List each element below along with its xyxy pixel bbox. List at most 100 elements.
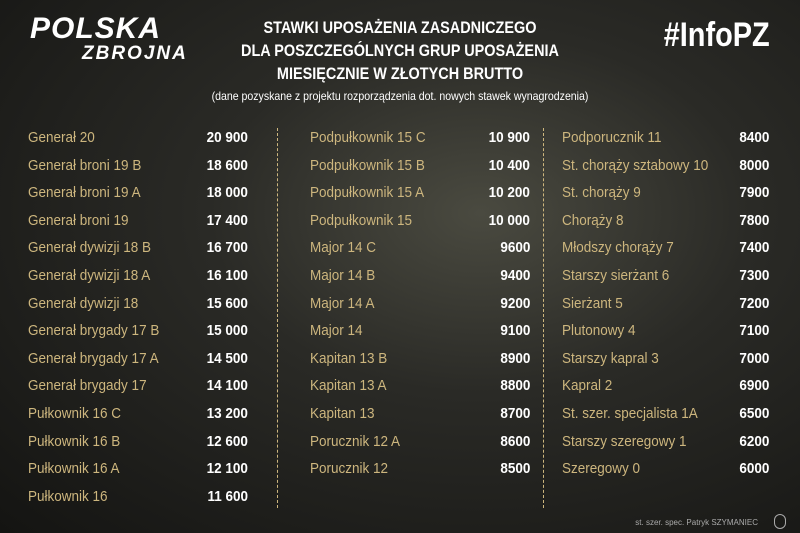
divider bbox=[277, 128, 278, 508]
subtitle: (dane pozyskane z projektu rozporządzeni… bbox=[211, 89, 589, 103]
title-line: MIESIĘCZNIE W ZŁOTYCH BRUTTO bbox=[276, 64, 524, 83]
logo-line1: POLSKA bbox=[30, 12, 162, 45]
rank-name: Major 14 bbox=[310, 322, 363, 340]
hashtag: #InfoPZ bbox=[664, 16, 770, 54]
rank-name: Sierżant 5 bbox=[562, 294, 623, 312]
rank-name: Plutonowy 4 bbox=[562, 322, 636, 340]
rank-column-3: Podporucznik 11 8400 St. chorąży sztabowy … bbox=[562, 124, 769, 483]
polska-zbrojna-logo: POLSKA ZBROJNA bbox=[30, 12, 188, 64]
table-row: Generał broni 19 A 18 000 bbox=[28, 179, 248, 207]
salary-value: 15 600 bbox=[206, 294, 248, 312]
table-row: Podporucznik 11 8400 bbox=[562, 124, 769, 152]
table-row: Kapitan 13 A 8800 bbox=[310, 372, 530, 400]
emblem-icon bbox=[774, 514, 786, 529]
table-row: Podpułkownik 15 C 10 900 bbox=[310, 124, 530, 152]
table-row: Podpułkownik 15 B 10 400 bbox=[310, 152, 530, 180]
table-row: Major 14 9100 bbox=[310, 317, 530, 345]
rank-name: St. chorąży 9 bbox=[562, 184, 641, 202]
salary-value: 18 000 bbox=[206, 184, 248, 202]
rank-name: Podpułkownik 15 bbox=[310, 211, 413, 229]
table-row: Porucznik 12 8500 bbox=[310, 455, 530, 483]
rank-name: Porucznik 12 A bbox=[310, 432, 401, 450]
salary-value: 13 200 bbox=[206, 404, 248, 422]
salary-value: 10 400 bbox=[488, 156, 530, 174]
rank-name: Major 14 A bbox=[310, 294, 375, 312]
rank-name: Podpułkownik 15 B bbox=[310, 156, 425, 174]
table-row: St. chorąży sztabowy 10 8000 bbox=[562, 152, 769, 180]
rank-column-1: Generał 20 20 900 Generał broni 19 B 18 600… bbox=[28, 124, 248, 510]
salary-value: 10 000 bbox=[488, 211, 530, 229]
table-row: Pułkownik 16 B 12 600 bbox=[28, 428, 248, 456]
rank-name: Generał dywizji 18 bbox=[28, 294, 139, 312]
page-title: STAWKI UPOSAŻENIA ZASADNICZEGO DLA POSZC… bbox=[180, 16, 620, 85]
salary-value: 10 900 bbox=[488, 129, 530, 146]
rank-name: Generał broni 19 A bbox=[28, 184, 141, 202]
table-row: St. chorąży 9 7900 bbox=[562, 179, 769, 207]
rank-name: Kapral 2 bbox=[562, 377, 613, 395]
rank-name: St. szer. specjalista 1A bbox=[562, 404, 698, 422]
photo-credit: st. szer. spec. Patryk SZYMANIEC bbox=[635, 518, 758, 527]
table-row: Kapitan 13 B 8900 bbox=[310, 345, 530, 373]
table-row: Starszy szeregowy 1 6200 bbox=[562, 428, 769, 456]
salary-value: 6500 bbox=[738, 404, 769, 422]
salary-value: 7300 bbox=[738, 266, 769, 284]
table-row: Generał dywizji 18 15 600 bbox=[28, 290, 248, 318]
rank-name: Generał 20 bbox=[28, 129, 95, 146]
table-row: Generał 20 20 900 bbox=[28, 124, 248, 152]
salary-value: 8000 bbox=[738, 156, 769, 174]
table-row: Kapral 2 6900 bbox=[562, 372, 769, 400]
salary-value: 11 600 bbox=[207, 487, 248, 505]
table-row: Pułkownik 16 C 13 200 bbox=[28, 400, 248, 428]
table-row: Generał broni 19 B 18 600 bbox=[28, 152, 248, 180]
salary-value: 7400 bbox=[738, 239, 769, 257]
logo-line2: ZBROJNA bbox=[82, 43, 188, 64]
rank-name: Major 14 C bbox=[310, 239, 377, 257]
salary-value: 20 900 bbox=[206, 129, 248, 146]
rank-name: Pułkownik 16 bbox=[28, 487, 108, 505]
salary-value: 8500 bbox=[499, 460, 530, 478]
rank-name: Starszy szeregowy 1 bbox=[562, 432, 687, 450]
salary-value: 15 000 bbox=[206, 322, 248, 340]
salary-value: 16 100 bbox=[206, 266, 248, 284]
salary-value: 14 500 bbox=[206, 349, 248, 367]
rank-name: Pułkownik 16 B bbox=[28, 432, 121, 450]
salary-value: 9600 bbox=[499, 239, 530, 257]
salary-value: 8900 bbox=[499, 349, 530, 367]
salary-value: 9100 bbox=[499, 322, 530, 340]
rank-name: Porucznik 12 bbox=[310, 460, 389, 478]
table-row: Pułkownik 16 A 12 100 bbox=[28, 455, 248, 483]
salary-value: 16 700 bbox=[206, 239, 248, 257]
rank-name: Kapitan 13 bbox=[310, 404, 375, 422]
rank-name: Major 14 B bbox=[310, 266, 376, 284]
rank-name: Starszy sierżant 6 bbox=[562, 266, 670, 284]
rank-name: Podpułkownik 15 C bbox=[310, 129, 426, 146]
salary-value: 12 100 bbox=[206, 460, 248, 478]
table-row: St. szer. specjalista 1A 6500 bbox=[562, 400, 769, 428]
salary-value: 8600 bbox=[499, 432, 530, 450]
rank-name: Generał broni 19 bbox=[28, 211, 129, 229]
table-row: Generał dywizji 18 B 16 700 bbox=[28, 234, 248, 262]
table-row: Generał brygady 17 14 100 bbox=[28, 372, 248, 400]
rank-name: Kapitan 13 A bbox=[310, 377, 387, 395]
table-row: Generał broni 19 17 400 bbox=[28, 207, 248, 235]
rank-name: Generał dywizji 18 A bbox=[28, 266, 151, 284]
rank-name: Starszy kapral 3 bbox=[562, 349, 659, 367]
salary-value: 14 100 bbox=[206, 377, 248, 395]
table-row: Major 14 B 9400 bbox=[310, 262, 530, 290]
table-row: Major 14 A 9200 bbox=[310, 290, 530, 318]
salary-value: 8700 bbox=[499, 404, 530, 422]
table-row: Starszy sierżant 6 7300 bbox=[562, 262, 769, 290]
table-row: Podpułkownik 15 10 000 bbox=[310, 207, 530, 235]
rank-name: Chorąży 8 bbox=[562, 211, 624, 229]
rank-name: Generał dywizji 18 B bbox=[28, 239, 152, 257]
table-row: Porucznik 12 A 8600 bbox=[310, 428, 530, 456]
salary-value: 7800 bbox=[738, 211, 769, 229]
table-row: Plutonowy 4 7100 bbox=[562, 317, 769, 345]
rank-name: Podpułkownik 15 A bbox=[310, 184, 425, 202]
table-row: Młodszy chorąży 7 7400 bbox=[562, 234, 769, 262]
salary-value: 17 400 bbox=[206, 211, 248, 229]
table-row: Starszy kapral 3 7000 bbox=[562, 345, 769, 373]
divider bbox=[543, 128, 544, 508]
rank-name: Generał broni 19 B bbox=[28, 156, 142, 174]
